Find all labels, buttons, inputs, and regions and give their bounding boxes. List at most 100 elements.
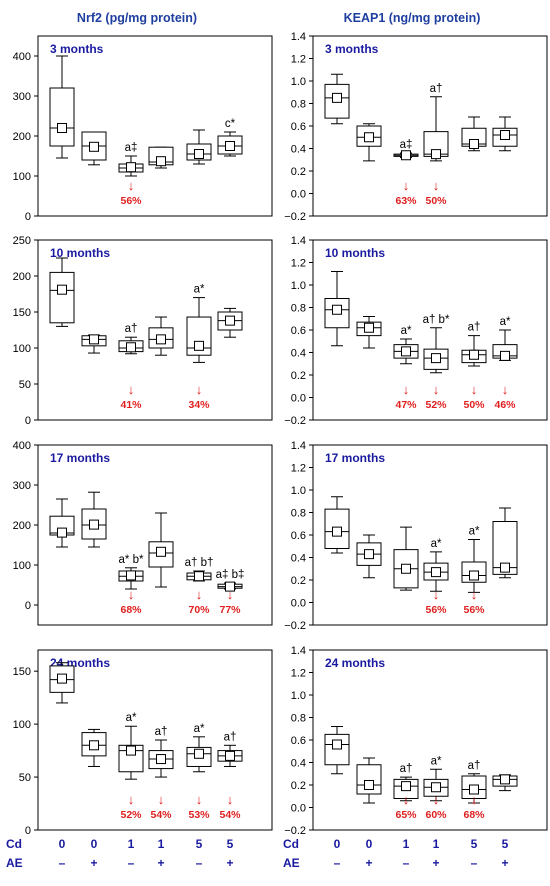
decrease-arrow: ↓ xyxy=(502,382,509,397)
y-tick-label: 200 xyxy=(13,271,31,283)
decrease-label: 56% xyxy=(425,604,447,616)
box-group-2 xyxy=(393,526,419,591)
significance-annotation: a* xyxy=(401,325,412,337)
box-group-1 xyxy=(81,334,107,354)
cd-value: 0 xyxy=(59,837,66,851)
mean-marker xyxy=(401,346,411,357)
box-group-4: a† ↓ 68% xyxy=(461,760,487,821)
y-tick-label: 0.2 xyxy=(291,575,306,587)
column-title-keap1: KEAP1 (ng/mg protein) xyxy=(344,11,481,25)
y-tick-label: 0.2 xyxy=(291,370,306,382)
mean-marker xyxy=(500,130,510,140)
significance-annotation: a* xyxy=(194,723,205,735)
decrease-arrow: ↓ xyxy=(403,382,410,397)
y-tick-label: 0.6 xyxy=(291,325,306,337)
decrease-arrow: ↓ xyxy=(471,792,478,807)
mean-marker xyxy=(225,581,235,592)
box-group-0 xyxy=(324,726,350,775)
significance-annotation: a* xyxy=(500,316,511,328)
box-group-0 xyxy=(49,498,75,548)
chart-panel-nrf2-2: 0 100 200 300 400 17 months a* b* ↓ 68% a† b† ↓ 70%… xyxy=(13,440,273,626)
mean-marker xyxy=(332,739,342,750)
cd-value: 5 xyxy=(227,837,234,851)
mean-marker xyxy=(500,774,510,785)
box-group-2: a† ↓ 65% xyxy=(393,763,419,821)
chart-panel-keap1-2: −0.2 0.0 0.2 0.4 0.6 0.8 1.0 1.2 1.4 17 months a* ↓… xyxy=(284,440,548,632)
ae-value: + xyxy=(226,856,233,870)
box-group-1 xyxy=(81,728,107,767)
mean-marker xyxy=(469,784,479,795)
box-group-5 xyxy=(492,116,518,152)
mean-marker xyxy=(126,162,136,173)
decrease-arrow: ↓ xyxy=(196,792,203,807)
box-group-3: a* ↓ 60% xyxy=(423,755,449,821)
decrease-label: 68% xyxy=(463,809,485,821)
cd-value: 5 xyxy=(502,837,509,851)
box-group-3 xyxy=(148,316,174,356)
ae-value: + xyxy=(157,856,164,870)
mean-marker xyxy=(332,304,342,315)
y-tick-label: 1.0 xyxy=(291,485,306,497)
decrease-label: 60% xyxy=(425,809,447,821)
mean-marker xyxy=(194,340,204,351)
y-tick-label: 400 xyxy=(13,51,31,63)
y-tick-label: 0.2 xyxy=(291,166,306,178)
y-tick-label: 1.2 xyxy=(291,258,306,270)
box-group-3: a* ↓ 56% xyxy=(423,538,449,616)
y-tick-label: 0 xyxy=(25,600,31,612)
y-tick-label: 0 xyxy=(25,211,31,223)
decrease-arrow: ↓ xyxy=(471,587,478,602)
significance-annotation: a† b* xyxy=(423,314,450,326)
plot-frame xyxy=(312,35,548,217)
mean-marker xyxy=(225,141,235,151)
box-group-5: c* xyxy=(217,118,243,157)
box-group-5: a* ↓ 46% xyxy=(492,316,518,411)
box-group-2: a† ↓ 41% xyxy=(118,323,144,411)
mean-marker xyxy=(431,149,441,160)
mean-marker xyxy=(89,519,99,530)
mean-marker xyxy=(500,350,510,361)
decrease-arrow: ↓ xyxy=(433,382,440,397)
panel-label: 10 months xyxy=(325,246,385,260)
y-tick-label: 1.4 xyxy=(291,31,306,43)
ae-row-label-right: AE xyxy=(283,856,300,870)
significance-annotation: a† xyxy=(430,83,443,95)
box-group-5: a† ↓ 54% xyxy=(217,731,243,821)
y-tick-label: 50 xyxy=(19,772,31,784)
mean-marker xyxy=(57,673,67,684)
decrease-label: 56% xyxy=(120,195,142,207)
mean-marker xyxy=(194,571,204,582)
y-tick-label: 1.2 xyxy=(291,463,306,475)
decrease-arrow: ↓ xyxy=(227,792,234,807)
box-group-0 xyxy=(49,55,75,159)
cd-value: 5 xyxy=(471,837,478,851)
ae-value: + xyxy=(90,856,97,870)
box-group-1 xyxy=(356,123,382,162)
y-tick-label: 50 xyxy=(19,379,31,391)
box-iqr xyxy=(49,271,75,324)
ae-value: + xyxy=(501,856,508,870)
y-tick-label: 0.4 xyxy=(291,758,306,770)
decrease-label: 50% xyxy=(425,195,447,207)
mean-marker xyxy=(431,782,441,793)
decrease-label: 70% xyxy=(188,604,210,616)
significance-annotation: a‡ xyxy=(125,142,138,154)
box-group-0 xyxy=(49,662,75,704)
significance-annotation: a† xyxy=(468,322,481,334)
y-tick-label: 200 xyxy=(13,520,31,532)
cd-value: 1 xyxy=(403,837,410,851)
significance-annotation: a† b† xyxy=(185,557,214,569)
cd-value: 1 xyxy=(158,837,165,851)
box-group-0 xyxy=(324,496,350,554)
x-axis-group-labels: 0 0 1 1 5 5 – + – + – +0 0 1 1 5 5 – + – + – + xyxy=(59,837,509,870)
y-tick-label: 250 xyxy=(13,235,31,247)
decrease-label: 54% xyxy=(150,809,172,821)
box-group-0 xyxy=(49,257,75,327)
significance-annotation: a† xyxy=(224,731,237,743)
box-group-4: a† b† ↓ 70% xyxy=(185,557,214,616)
decrease-label: 46% xyxy=(494,399,516,411)
ae-value: – xyxy=(471,856,478,870)
y-tick-label: 400 xyxy=(13,440,31,452)
mean-marker xyxy=(364,549,374,560)
box-group-5 xyxy=(217,307,243,338)
